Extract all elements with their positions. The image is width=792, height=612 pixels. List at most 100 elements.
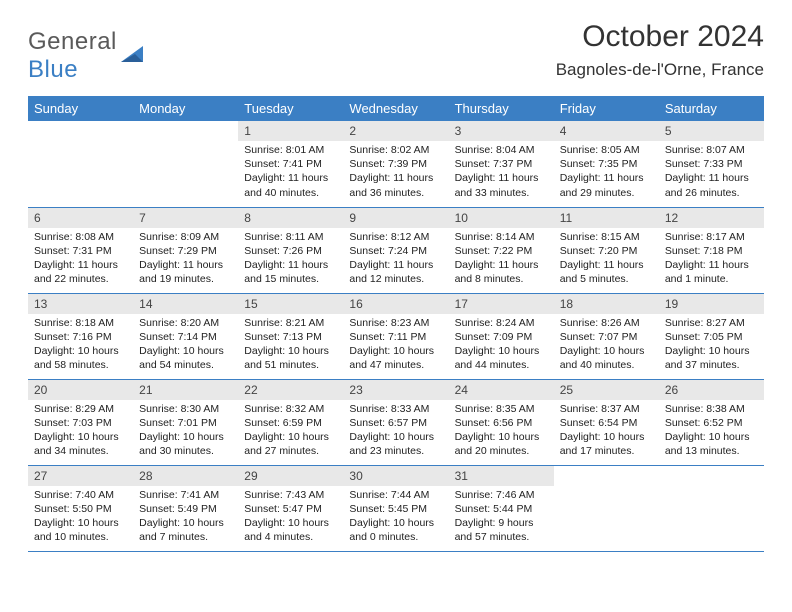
day-number: 9 xyxy=(343,208,448,228)
day-details: Sunrise: 8:38 AMSunset: 6:52 PMDaylight:… xyxy=(659,400,764,463)
weekday-header: Monday xyxy=(133,96,238,121)
day-details: Sunrise: 8:07 AMSunset: 7:33 PMDaylight:… xyxy=(659,141,764,204)
calendar-empty xyxy=(28,121,133,207)
day-details: Sunrise: 8:04 AMSunset: 7:37 PMDaylight:… xyxy=(449,141,554,204)
day-details: Sunrise: 8:37 AMSunset: 6:54 PMDaylight:… xyxy=(554,400,659,463)
day-details: Sunrise: 8:08 AMSunset: 7:31 PMDaylight:… xyxy=(28,228,133,291)
calendar-empty xyxy=(659,465,764,551)
day-details: Sunrise: 8:14 AMSunset: 7:22 PMDaylight:… xyxy=(449,228,554,291)
calendar-day: 31Sunrise: 7:46 AMSunset: 5:44 PMDayligh… xyxy=(449,465,554,551)
day-details: Sunrise: 8:17 AMSunset: 7:18 PMDaylight:… xyxy=(659,228,764,291)
day-number: 29 xyxy=(238,466,343,486)
calendar-day: 29Sunrise: 7:43 AMSunset: 5:47 PMDayligh… xyxy=(238,465,343,551)
day-number: 17 xyxy=(449,294,554,314)
day-details: Sunrise: 8:12 AMSunset: 7:24 PMDaylight:… xyxy=(343,228,448,291)
calendar-day: 11Sunrise: 8:15 AMSunset: 7:20 PMDayligh… xyxy=(554,207,659,293)
calendar-day: 9Sunrise: 8:12 AMSunset: 7:24 PMDaylight… xyxy=(343,207,448,293)
calendar-day: 1Sunrise: 8:01 AMSunset: 7:41 PMDaylight… xyxy=(238,121,343,207)
calendar-day: 4Sunrise: 8:05 AMSunset: 7:35 PMDaylight… xyxy=(554,121,659,207)
calendar-day: 6Sunrise: 8:08 AMSunset: 7:31 PMDaylight… xyxy=(28,207,133,293)
calendar-day: 26Sunrise: 8:38 AMSunset: 6:52 PMDayligh… xyxy=(659,379,764,465)
logo: General Blue xyxy=(28,28,147,84)
logo-text: General Blue xyxy=(28,28,117,84)
day-number: 6 xyxy=(28,208,133,228)
calendar-week: 27Sunrise: 7:40 AMSunset: 5:50 PMDayligh… xyxy=(28,465,764,551)
day-number: 27 xyxy=(28,466,133,486)
day-details: Sunrise: 8:35 AMSunset: 6:56 PMDaylight:… xyxy=(449,400,554,463)
day-number: 21 xyxy=(133,380,238,400)
day-number: 10 xyxy=(449,208,554,228)
calendar-week: 1Sunrise: 8:01 AMSunset: 7:41 PMDaylight… xyxy=(28,121,764,207)
day-details: Sunrise: 8:18 AMSunset: 7:16 PMDaylight:… xyxy=(28,314,133,377)
day-number: 3 xyxy=(449,121,554,141)
day-number: 8 xyxy=(238,208,343,228)
calendar-day: 23Sunrise: 8:33 AMSunset: 6:57 PMDayligh… xyxy=(343,379,448,465)
day-details: Sunrise: 8:23 AMSunset: 7:11 PMDaylight:… xyxy=(343,314,448,377)
calendar-week: 20Sunrise: 8:29 AMSunset: 7:03 PMDayligh… xyxy=(28,379,764,465)
day-number: 12 xyxy=(659,208,764,228)
day-details: Sunrise: 8:21 AMSunset: 7:13 PMDaylight:… xyxy=(238,314,343,377)
weekday-header: Tuesday xyxy=(238,96,343,121)
calendar-day: 24Sunrise: 8:35 AMSunset: 6:56 PMDayligh… xyxy=(449,379,554,465)
day-number: 13 xyxy=(28,294,133,314)
day-number: 19 xyxy=(659,294,764,314)
day-details: Sunrise: 8:32 AMSunset: 6:59 PMDaylight:… xyxy=(238,400,343,463)
day-number: 2 xyxy=(343,121,448,141)
day-details: Sunrise: 8:30 AMSunset: 7:01 PMDaylight:… xyxy=(133,400,238,463)
weekday-header: Friday xyxy=(554,96,659,121)
calendar-day: 5Sunrise: 8:07 AMSunset: 7:33 PMDaylight… xyxy=(659,121,764,207)
day-details: Sunrise: 8:27 AMSunset: 7:05 PMDaylight:… xyxy=(659,314,764,377)
calendar-day: 8Sunrise: 8:11 AMSunset: 7:26 PMDaylight… xyxy=(238,207,343,293)
day-details: Sunrise: 8:05 AMSunset: 7:35 PMDaylight:… xyxy=(554,141,659,204)
day-details: Sunrise: 8:15 AMSunset: 7:20 PMDaylight:… xyxy=(554,228,659,291)
calendar-day: 22Sunrise: 8:32 AMSunset: 6:59 PMDayligh… xyxy=(238,379,343,465)
day-details: Sunrise: 8:09 AMSunset: 7:29 PMDaylight:… xyxy=(133,228,238,291)
logo-text-2: Blue xyxy=(28,56,78,83)
calendar-body: 1Sunrise: 8:01 AMSunset: 7:41 PMDaylight… xyxy=(28,121,764,551)
calendar-week: 13Sunrise: 8:18 AMSunset: 7:16 PMDayligh… xyxy=(28,293,764,379)
day-number: 16 xyxy=(343,294,448,314)
calendar-day: 10Sunrise: 8:14 AMSunset: 7:22 PMDayligh… xyxy=(449,207,554,293)
day-details: Sunrise: 7:43 AMSunset: 5:47 PMDaylight:… xyxy=(238,486,343,549)
day-details: Sunrise: 8:29 AMSunset: 7:03 PMDaylight:… xyxy=(28,400,133,463)
location: Bagnoles-de-l'Orne, France xyxy=(556,60,764,80)
calendar-head: SundayMondayTuesdayWednesdayThursdayFrid… xyxy=(28,96,764,121)
day-details: Sunrise: 7:41 AMSunset: 5:49 PMDaylight:… xyxy=(133,486,238,549)
day-details: Sunrise: 8:11 AMSunset: 7:26 PMDaylight:… xyxy=(238,228,343,291)
calendar-empty xyxy=(554,465,659,551)
day-number: 7 xyxy=(133,208,238,228)
day-details: Sunrise: 8:33 AMSunset: 6:57 PMDaylight:… xyxy=(343,400,448,463)
calendar-day: 12Sunrise: 8:17 AMSunset: 7:18 PMDayligh… xyxy=(659,207,764,293)
weekday-header: Thursday xyxy=(449,96,554,121)
calendar-day: 20Sunrise: 8:29 AMSunset: 7:03 PMDayligh… xyxy=(28,379,133,465)
day-number: 31 xyxy=(449,466,554,486)
calendar-empty xyxy=(133,121,238,207)
day-details: Sunrise: 8:24 AMSunset: 7:09 PMDaylight:… xyxy=(449,314,554,377)
calendar-day: 15Sunrise: 8:21 AMSunset: 7:13 PMDayligh… xyxy=(238,293,343,379)
day-number: 25 xyxy=(554,380,659,400)
logo-text-1: General xyxy=(28,28,117,55)
day-number: 20 xyxy=(28,380,133,400)
weekday-header: Sunday xyxy=(28,96,133,121)
calendar-day: 7Sunrise: 8:09 AMSunset: 7:29 PMDaylight… xyxy=(133,207,238,293)
day-number: 5 xyxy=(659,121,764,141)
calendar-day: 3Sunrise: 8:04 AMSunset: 7:37 PMDaylight… xyxy=(449,121,554,207)
day-details: Sunrise: 7:40 AMSunset: 5:50 PMDaylight:… xyxy=(28,486,133,549)
day-details: Sunrise: 8:02 AMSunset: 7:39 PMDaylight:… xyxy=(343,141,448,204)
calendar-day: 14Sunrise: 8:20 AMSunset: 7:14 PMDayligh… xyxy=(133,293,238,379)
title-block: October 2024 Bagnoles-de-l'Orne, France xyxy=(556,20,764,80)
calendar-day: 21Sunrise: 8:30 AMSunset: 7:01 PMDayligh… xyxy=(133,379,238,465)
day-details: Sunrise: 8:26 AMSunset: 7:07 PMDaylight:… xyxy=(554,314,659,377)
logo-triangle-icon xyxy=(121,44,147,69)
day-number: 4 xyxy=(554,121,659,141)
day-details: Sunrise: 7:46 AMSunset: 5:44 PMDaylight:… xyxy=(449,486,554,549)
day-number: 14 xyxy=(133,294,238,314)
calendar-day: 17Sunrise: 8:24 AMSunset: 7:09 PMDayligh… xyxy=(449,293,554,379)
calendar-day: 19Sunrise: 8:27 AMSunset: 7:05 PMDayligh… xyxy=(659,293,764,379)
calendar-day: 30Sunrise: 7:44 AMSunset: 5:45 PMDayligh… xyxy=(343,465,448,551)
header: General Blue October 2024 Bagnoles-de-l'… xyxy=(28,20,764,84)
day-number: 18 xyxy=(554,294,659,314)
calendar-week: 6Sunrise: 8:08 AMSunset: 7:31 PMDaylight… xyxy=(28,207,764,293)
calendar-day: 18Sunrise: 8:26 AMSunset: 7:07 PMDayligh… xyxy=(554,293,659,379)
calendar-day: 28Sunrise: 7:41 AMSunset: 5:49 PMDayligh… xyxy=(133,465,238,551)
